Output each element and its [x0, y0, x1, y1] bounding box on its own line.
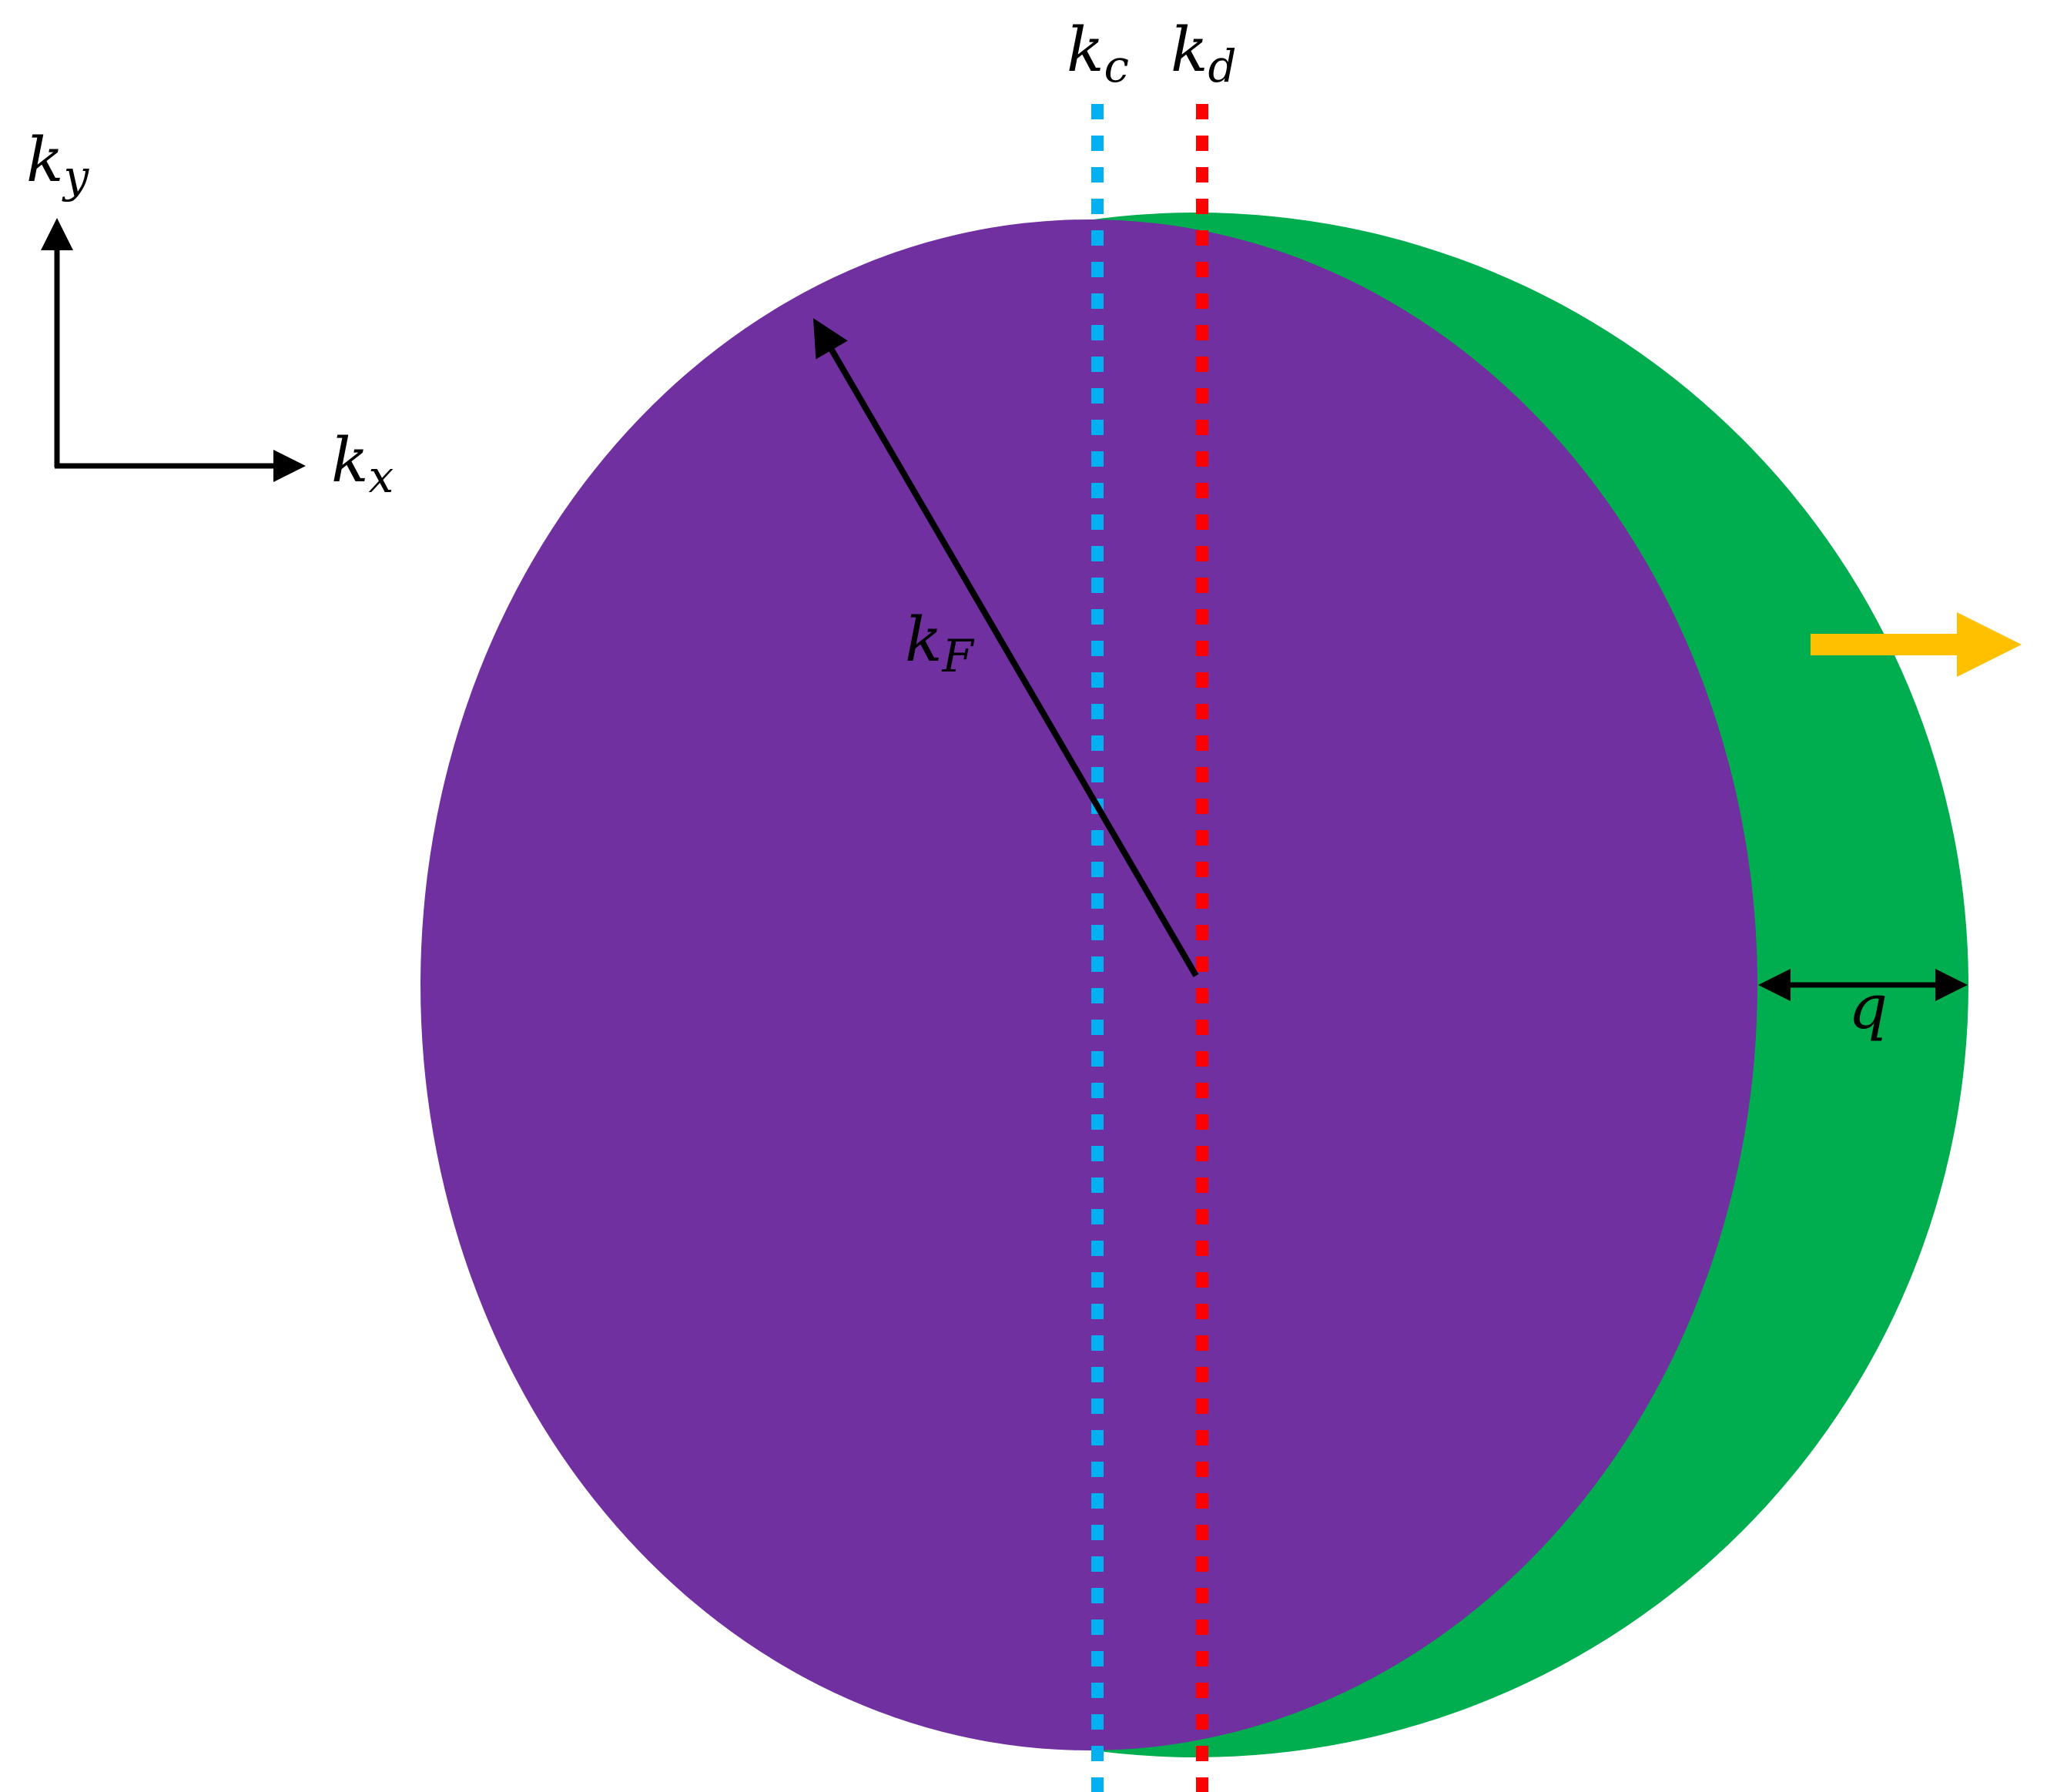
ky-label: ky — [26, 124, 89, 203]
symbol: k — [1171, 14, 1208, 85]
subscript: y — [61, 150, 89, 203]
subscript: x — [368, 451, 394, 503]
symbol: k — [1067, 14, 1104, 85]
fermi-sea — [420, 219, 1757, 1750]
shift-arrow — [1811, 612, 2022, 677]
kc-label: kc — [1067, 14, 1129, 92]
kd-label: kd — [1171, 14, 1237, 92]
symbol: k — [905, 604, 942, 675]
kf-arrow — [812, 318, 1199, 978]
subscript: d — [1208, 40, 1236, 92]
q-label: q — [1848, 971, 1888, 1043]
symbol: k — [331, 424, 368, 496]
symbol: k — [26, 124, 63, 196]
kf-label: kF — [905, 604, 974, 682]
subscript: c — [1104, 40, 1128, 92]
subscript: F — [941, 630, 974, 682]
kx-label: kx — [331, 424, 394, 503]
